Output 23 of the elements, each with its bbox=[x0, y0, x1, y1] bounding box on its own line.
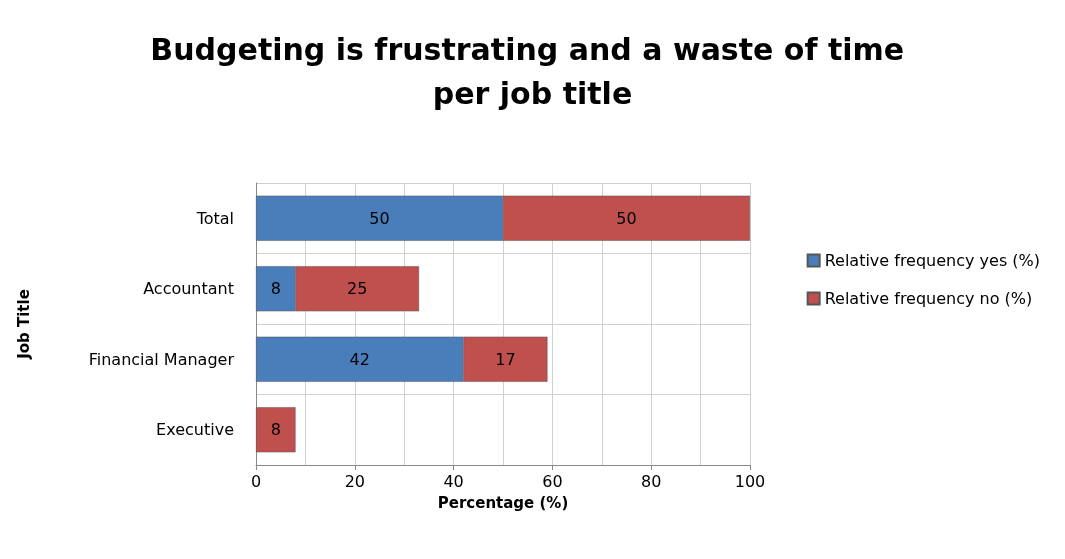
y-tick-label: Accountant bbox=[143, 279, 234, 299]
data-label: 50 bbox=[369, 208, 390, 228]
y-tick-label: Financial Manager bbox=[88, 349, 235, 369]
y-axis-title: Job Title bbox=[14, 289, 33, 360]
x-tick-label: 100 bbox=[734, 471, 766, 491]
data-label: 8 bbox=[270, 279, 281, 299]
y-tick-label: Executive bbox=[156, 420, 234, 440]
legend-label: Relative frequency no (%) bbox=[824, 289, 1033, 308]
data-label: 8 bbox=[270, 420, 281, 440]
x-tick-label: 60 bbox=[542, 471, 563, 491]
data-label: 50 bbox=[616, 208, 637, 228]
data-label: 42 bbox=[349, 349, 370, 369]
y-tick-label: Total bbox=[195, 208, 234, 228]
data-label: 25 bbox=[347, 279, 368, 299]
chart-title: Budgeting is frustrating and a waste of time per job title bbox=[150, 31, 915, 111]
x-tick-label: 80 bbox=[641, 471, 662, 491]
x-tick-label: 20 bbox=[344, 471, 365, 491]
x-tick-label: 0 bbox=[250, 471, 262, 491]
x-axis-title: Percentage (%) bbox=[437, 493, 569, 512]
data-label: 17 bbox=[495, 349, 516, 369]
bar bbox=[256, 407, 296, 453]
legend-label: Relative frequency yes (%) bbox=[824, 251, 1041, 270]
x-tick-label: 40 bbox=[443, 471, 464, 491]
